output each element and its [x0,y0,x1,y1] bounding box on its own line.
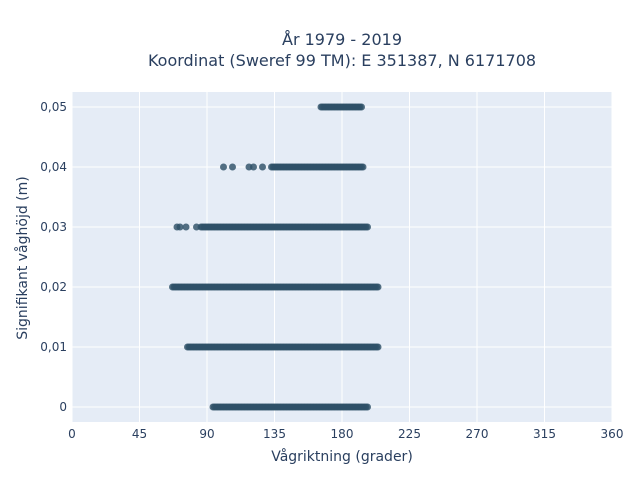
y-tick-label: 0,04 [40,160,67,174]
data-point [176,223,184,231]
x-axis-label: Vågriktning (grader) [271,448,413,465]
x-tick-label: 315 [533,427,556,441]
chart-title-line1: År 1979 - 2019 [282,30,402,49]
data-point [364,223,371,231]
data-point [259,163,266,171]
data-point [374,283,382,291]
y-axis-ticks: 0 0,01 0,02 0,03 0,04 0,05 [40,100,67,414]
data-point [364,403,371,411]
data-point [359,163,367,171]
y-tick-label: 0,01 [40,340,67,354]
x-tick-label: 135 [263,427,286,441]
data-point [229,163,236,171]
data-point [220,163,227,171]
y-tick-label: 0 [59,400,67,414]
data-point [374,343,382,351]
x-tick-label: 270 [466,427,489,441]
data-point [358,103,365,111]
x-axis-ticks: 0 45 90 135 180 225 270 315 360 [68,427,623,441]
x-tick-label: 90 [199,427,214,441]
x-tick-label: 225 [398,427,421,441]
y-axis-label: Signifikant våghöjd (m) [14,176,31,339]
y-tick-label: 0,03 [40,220,67,234]
x-tick-label: 0 [68,427,76,441]
data-point [193,223,200,231]
data-points [169,103,382,411]
x-tick-label: 360 [601,427,624,441]
x-tick-label: 45 [132,427,147,441]
data-point [182,223,190,231]
chart-title-line2: Koordinat (Sweref 99 TM): E 351387, N 61… [148,51,536,70]
y-tick-label: 0,02 [40,280,67,294]
x-tick-label: 180 [331,427,354,441]
y-tick-label: 0,05 [40,100,67,114]
data-point [250,163,257,171]
